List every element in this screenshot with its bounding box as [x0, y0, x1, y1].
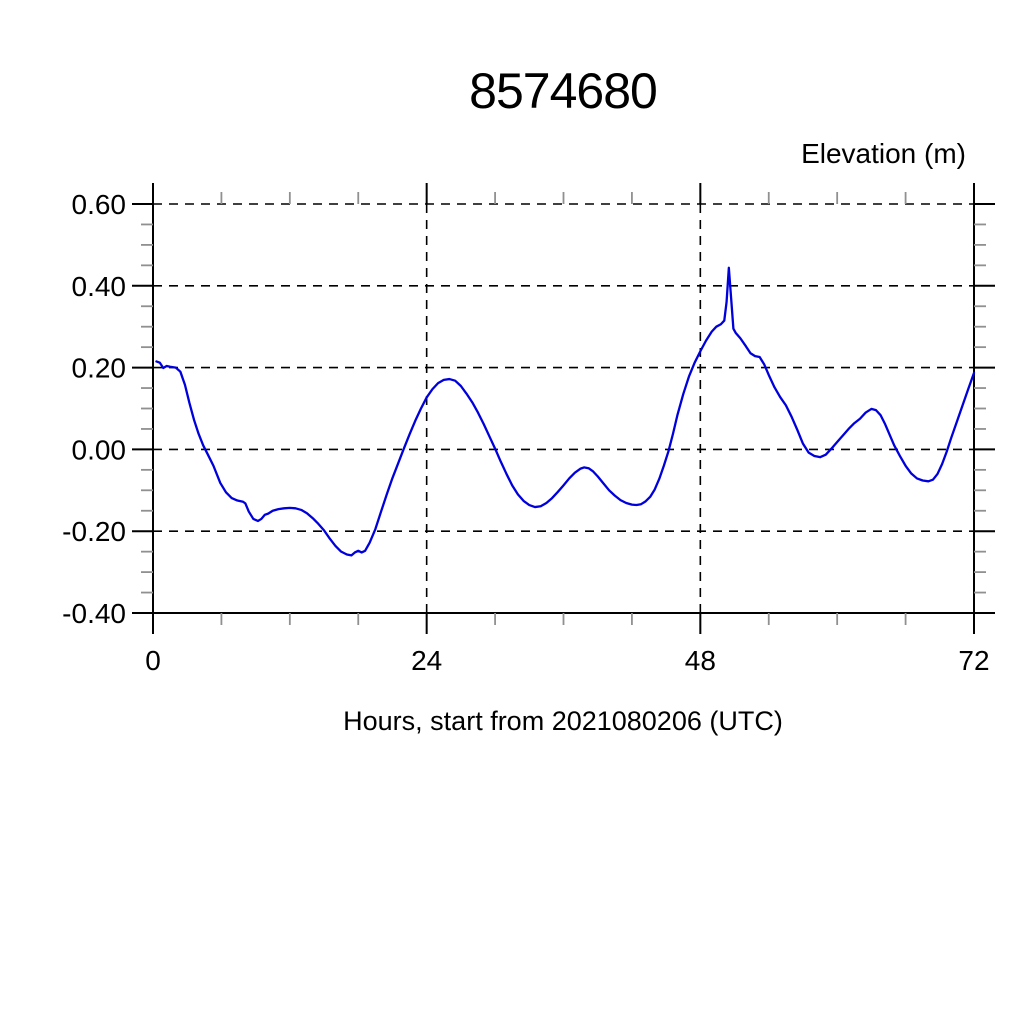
y-tick-label: 0.20 — [72, 353, 127, 384]
x-tick-label: 72 — [958, 645, 989, 676]
axis-frame-layer — [152, 204, 975, 614]
y-tick-label: -0.20 — [62, 516, 126, 547]
x-axis-title: Hours, start from 2021080206 (UTC) — [343, 706, 783, 736]
y-tick-label: 0.40 — [72, 271, 127, 302]
elevation-line — [155, 266, 976, 557]
y-tick-label: -0.40 — [62, 598, 126, 629]
x-tick-label: 48 — [685, 645, 716, 676]
gridlines-layer — [153, 203, 974, 613]
x-tick-label: 24 — [411, 645, 442, 676]
y-tick-label: 0.60 — [72, 189, 127, 220]
tick-labels-layer: 0 24 48 72 0.60 0.40 0.20 0.00 -0.20 -0.40 — [62, 189, 989, 676]
chart-title: 8574680 — [469, 63, 657, 119]
units-label: Elevation (m) — [801, 138, 966, 169]
axis-ticks-layer — [132, 183, 995, 634]
elevation-series-layer — [155, 266, 976, 557]
y-tick-label: 0.00 — [72, 434, 127, 465]
x-tick-label: 0 — [145, 645, 161, 676]
